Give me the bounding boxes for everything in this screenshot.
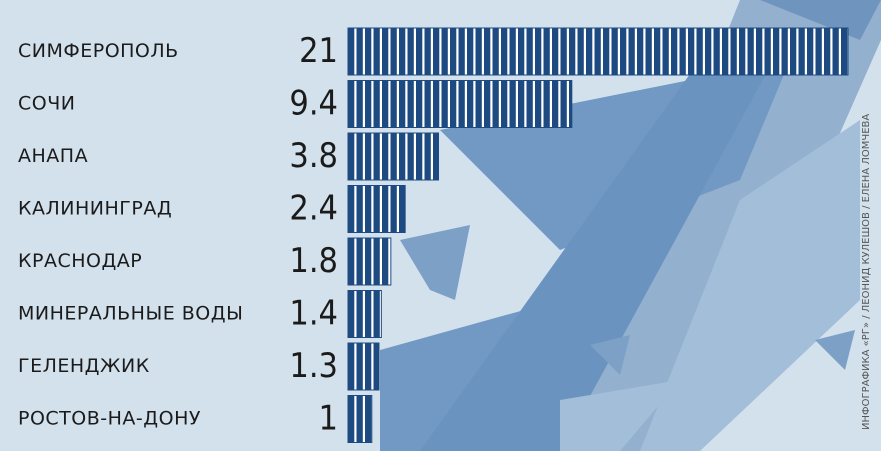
value-label: 2.4 bbox=[289, 189, 338, 229]
bar bbox=[347, 395, 373, 443]
bar bbox=[347, 185, 406, 233]
credit: ИНФОГРАФИКА «РГ» / ЛЕОНИД КУЛЕШОВ / ЕЛЕН… bbox=[861, 114, 872, 430]
value-label: 21 bbox=[299, 31, 338, 71]
category-label: КАЛИНИНГРАД bbox=[18, 198, 172, 220]
category-label: СОЧИ bbox=[18, 93, 75, 115]
category-label: КРАСНОДАР bbox=[18, 250, 142, 272]
category-label: ГЕЛЕНДЖИК bbox=[18, 355, 150, 377]
value-label: 1.3 bbox=[289, 346, 338, 386]
category-label: РОСТОВ-НА-ДОНУ bbox=[18, 408, 201, 430]
bar bbox=[347, 80, 573, 128]
value-label: 9.4 bbox=[289, 84, 338, 124]
category-label: АНАПА bbox=[18, 145, 88, 167]
bar bbox=[347, 342, 380, 391]
category-label: СИМФЕРОПОЛЬ bbox=[18, 40, 179, 62]
bar bbox=[347, 290, 382, 338]
value-label: 1.4 bbox=[289, 294, 338, 334]
bar bbox=[347, 27, 849, 76]
value-label: 3.8 bbox=[289, 136, 338, 176]
category-label: МИНЕРАЛЬНЫЕ ВОДЫ bbox=[18, 303, 243, 325]
decoration bbox=[380, 0, 881, 451]
bar bbox=[347, 237, 392, 286]
value-label: 1 bbox=[319, 399, 338, 439]
bar bbox=[347, 132, 439, 181]
value-label: 1.8 bbox=[289, 241, 338, 281]
